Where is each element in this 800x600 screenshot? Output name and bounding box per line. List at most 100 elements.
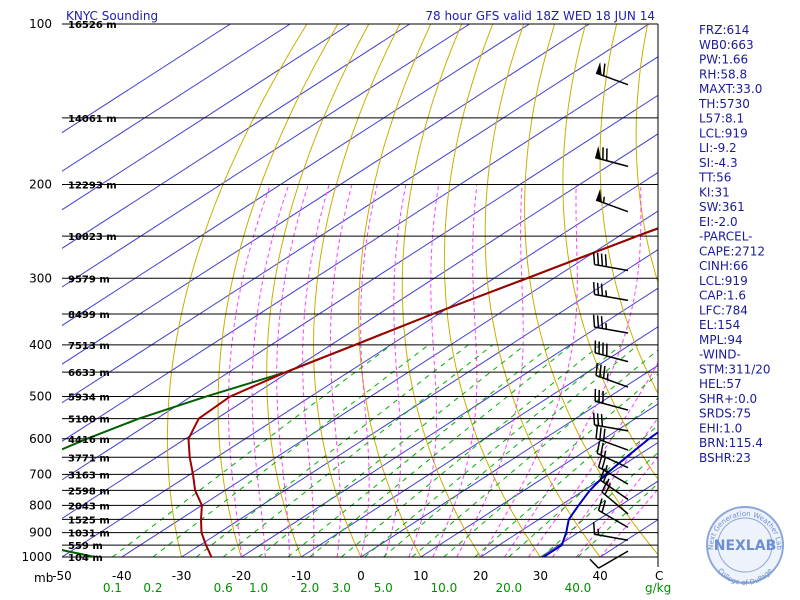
- wind-barb-flag: [599, 364, 602, 377]
- sounding-index: -PARCEL-: [699, 230, 753, 244]
- temperature-tick-label: -20: [232, 569, 252, 583]
- isotherm-line: [62, 56, 658, 442]
- isotherm-line: [62, 24, 411, 249]
- height-label: 5934 m: [68, 393, 110, 404]
- moist-adiabat-line: [330, 184, 353, 558]
- mixing-ratio-tick-label: 20.0: [495, 581, 522, 595]
- wind-barb: [595, 363, 629, 388]
- wind-barb-flag: [599, 427, 602, 440]
- mixing-ratio-tick-label: 0.1: [103, 581, 122, 595]
- wind-barb: [592, 521, 629, 541]
- logo-main-text: NEXLAB: [714, 538, 777, 554]
- temperature-tick-label: 20: [473, 569, 488, 583]
- wind-barb: [594, 146, 629, 168]
- temperature-tick-label: 40: [593, 569, 608, 583]
- wind-barb-flag: [592, 282, 596, 295]
- mixing-ratio-tick-label: 3.0: [332, 581, 351, 595]
- height-label: 16526 m: [68, 20, 117, 31]
- axis-labels: 16526 m 14061 m 12293 m 10823 m 9579 m 8499 m…: [21, 17, 607, 595]
- temperature-tick-label: -10: [291, 569, 311, 583]
- wind-barb-staff: [594, 352, 629, 363]
- wind-barb-flag: [600, 316, 604, 329]
- wind-barb-half-flag: [604, 464, 608, 472]
- sounding-index: LFC:784: [699, 303, 748, 317]
- sounding-index: BRN:115.4: [699, 436, 763, 450]
- sounding-index: LCL:919: [699, 126, 748, 140]
- moist-adiabat-line: [599, 488, 658, 558]
- sounding-index: LCL:919: [699, 274, 748, 288]
- mixing-ratio-tick-label: 10.0: [430, 581, 457, 595]
- sounding-index: HEL:57: [699, 377, 742, 391]
- wind-barb-pennant: [596, 61, 602, 76]
- wind-barbs: [589, 61, 629, 569]
- wind-barb-pennant: [595, 146, 601, 160]
- wind-barb-flag: [602, 428, 606, 442]
- height-label: 10823 m: [68, 232, 117, 243]
- isotherm-line: [62, 24, 291, 172]
- isotherm-line: [480, 441, 658, 558]
- sounding-indices: FRZ:614WB0:663PW:1.66RH:58.8MAXT:33.0TH:…: [698, 23, 771, 465]
- sounding-index: SW:361: [699, 200, 745, 214]
- isotherm-line: [241, 287, 658, 558]
- temperature-tick-label: -40: [112, 569, 132, 583]
- height-label: 7513 m: [68, 341, 110, 352]
- height-label: 2043 m: [68, 501, 110, 512]
- mixing-ratio-unit: g/kg: [645, 581, 671, 595]
- wind-barb-flag: [600, 414, 604, 427]
- mixing-ratio-tick-label: 40.0: [565, 581, 592, 595]
- wind-barb-flag: [596, 252, 600, 266]
- height-label: 3163 m: [68, 470, 110, 481]
- pressure-tick-label: 200: [29, 177, 52, 191]
- isotherm-line: [62, 24, 470, 288]
- moist-adiabat-line: [228, 184, 272, 558]
- moist-adiabat-line: [302, 184, 330, 557]
- height-label: 3771 m: [68, 453, 110, 464]
- wind-barb-flag: [592, 252, 596, 265]
- isotherm-line: [121, 210, 658, 558]
- wind-barb-flag: [592, 521, 596, 535]
- wind-barb-staff: [599, 479, 629, 501]
- mixing-ratio-tick-label: 2.0: [300, 581, 319, 595]
- wind-barb: [592, 282, 629, 302]
- wind-barb: [592, 252, 629, 272]
- isotherm-line: [62, 171, 658, 558]
- height-label: 559 m: [68, 541, 103, 552]
- wind-barb-staff: [595, 437, 629, 451]
- mixing-ratio-tick-label: 0.6: [214, 581, 233, 595]
- isotherm-line: [62, 24, 231, 134]
- wind-barb: [594, 388, 629, 411]
- wind-barb-flag: [600, 442, 604, 456]
- wind-barb-staff: [594, 326, 629, 334]
- pressure-tick-label: 100: [29, 17, 52, 31]
- wind-barb-half-flag: [602, 196, 605, 203]
- wind-barb-staff: [594, 293, 629, 302]
- sounding-index: RH:58.8: [699, 67, 747, 81]
- height-label: 1031 m: [68, 529, 110, 540]
- wind-barb-flag: [592, 412, 596, 426]
- isotherm-lines: [62, 24, 658, 558]
- wind-barb: [595, 188, 629, 213]
- wind-barb-flag: [589, 558, 600, 569]
- height-label: 14061 m: [68, 114, 117, 125]
- sounding-index: CAP:1.6: [699, 289, 746, 303]
- sounding-index: CAPE:2712: [699, 244, 765, 258]
- sounding-index: PW:1.66: [699, 53, 748, 67]
- moist-adiabat-line: [575, 456, 658, 558]
- dry-adiabat-line: [771, 24, 800, 557]
- pressure-tick-label: 400: [29, 338, 52, 352]
- sounding-index: L57:8.1: [699, 112, 744, 126]
- height-label: 12293 m: [68, 180, 117, 191]
- moist-adiabat-line: [432, 184, 478, 558]
- wind-barb-staff: [598, 550, 629, 569]
- wind-barb-flag: [596, 413, 600, 426]
- wind-barb: [595, 61, 629, 86]
- wind-barb-staff: [594, 263, 629, 272]
- wind-barb: [595, 426, 629, 451]
- parcel-trace: [542, 431, 658, 558]
- sounding-index: FRZ:614: [699, 23, 749, 37]
- wind-barb-staff: [594, 533, 629, 541]
- wind-barb-flag: [597, 498, 603, 511]
- sounding-index: LI:-9.2: [699, 141, 737, 155]
- wind-barb-flag: [595, 426, 599, 439]
- wind-barb-flag: [601, 457, 607, 470]
